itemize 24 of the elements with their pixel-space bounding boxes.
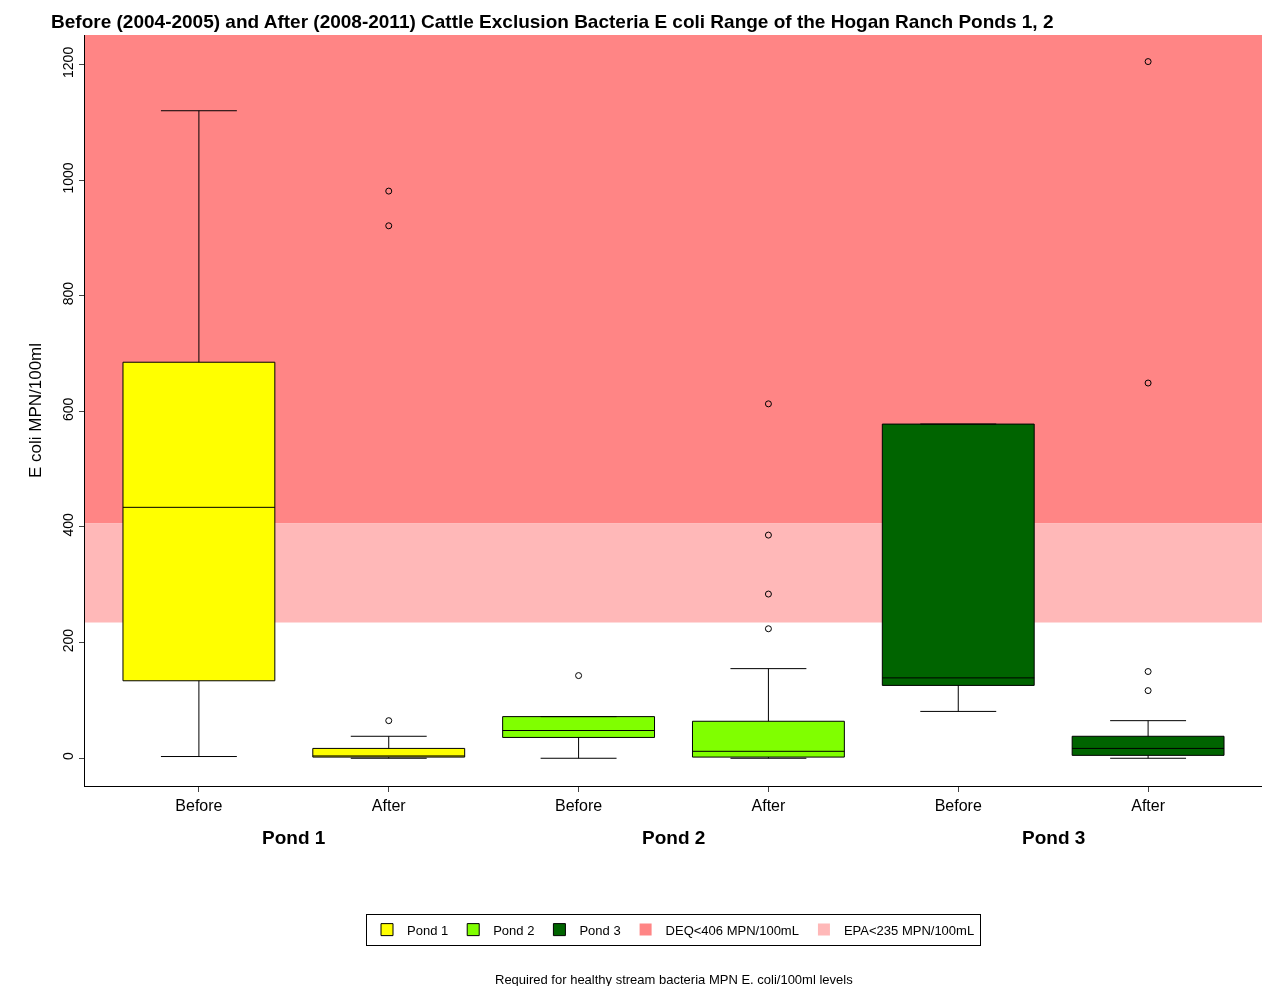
y-tick-label: 600 [60, 397, 77, 421]
text: Pond 3 [1022, 827, 1086, 848]
chart-title: Before (2004-2005) and After (2008-2011) Cattle Exclusion Bacteria E coli Range of the Hogan Ranch Ponds 1, 2 [51, 11, 1054, 33]
y-tick-label: 200 [60, 628, 77, 653]
y-tick-label: 400 [60, 513, 77, 537]
y-axis-title: E coli MPN/100ml [26, 342, 45, 479]
legend-label: EPA<235 MPN/100mL [843, 922, 975, 938]
y-tick-label: 1200 [60, 46, 77, 78]
legend-label: Pond 3 [579, 922, 621, 938]
legend-label: DEQ<406 MPN/100mL [665, 922, 799, 938]
y-tick-label: 1000 [60, 162, 77, 194]
x-tick-label: After [371, 797, 407, 815]
x-tick-label: After [1131, 797, 1166, 815]
x-tick-label: Before [555, 797, 603, 815]
legend-label: Pond 2 [493, 922, 535, 938]
text: Pond 1 [262, 827, 326, 848]
legend-label: Pond 1 [407, 922, 449, 938]
x-tick-label: Before [175, 797, 223, 815]
x-tick-label: Before [934, 797, 982, 815]
x-tick-label: After [751, 797, 786, 815]
text: Required for healthy stream bacteria MPN E. coli/100ml levels [495, 972, 854, 986]
text: Pond 2 [642, 827, 706, 848]
y-tick-label: 0 [60, 752, 77, 761]
y-tick-label: 800 [60, 281, 77, 306]
